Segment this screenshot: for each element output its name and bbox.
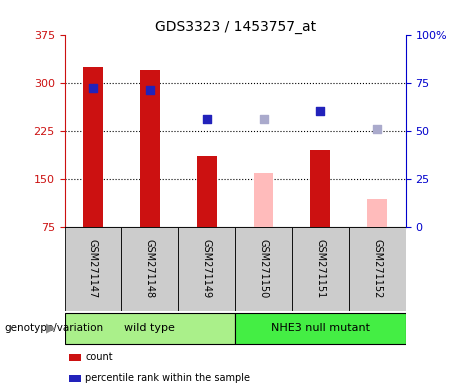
Bar: [254, 174, 273, 227]
Text: wild type: wild type: [124, 323, 175, 333]
Point: [203, 116, 210, 122]
Text: GSM271149: GSM271149: [201, 239, 212, 298]
Bar: [65, 313, 235, 344]
Text: GSM271147: GSM271147: [88, 239, 98, 298]
Bar: [83, 66, 103, 227]
Bar: [140, 70, 160, 227]
Bar: [367, 199, 387, 227]
Text: percentile rank within the sample: percentile rank within the sample: [85, 373, 250, 383]
Bar: [349, 227, 406, 311]
Text: NHE3 null mutant: NHE3 null mutant: [271, 323, 370, 333]
Point: [373, 126, 381, 132]
Text: genotype/variation: genotype/variation: [5, 323, 104, 333]
Point: [260, 116, 267, 122]
Bar: [65, 227, 121, 311]
Point: [317, 108, 324, 114]
Bar: [197, 156, 217, 227]
Text: GSM271151: GSM271151: [315, 239, 325, 298]
Text: ▶: ▶: [46, 322, 55, 335]
Text: GSM271150: GSM271150: [259, 239, 269, 298]
Bar: [292, 227, 349, 311]
Bar: [235, 313, 406, 344]
Text: count: count: [85, 352, 113, 362]
Title: GDS3323 / 1453757_at: GDS3323 / 1453757_at: [154, 20, 316, 33]
Bar: [310, 150, 331, 227]
Bar: [178, 227, 235, 311]
Bar: [235, 227, 292, 311]
Point: [146, 86, 154, 93]
Text: GSM271148: GSM271148: [145, 239, 155, 298]
Point: [89, 85, 97, 91]
Text: GSM271152: GSM271152: [372, 239, 382, 298]
Bar: [121, 227, 178, 311]
